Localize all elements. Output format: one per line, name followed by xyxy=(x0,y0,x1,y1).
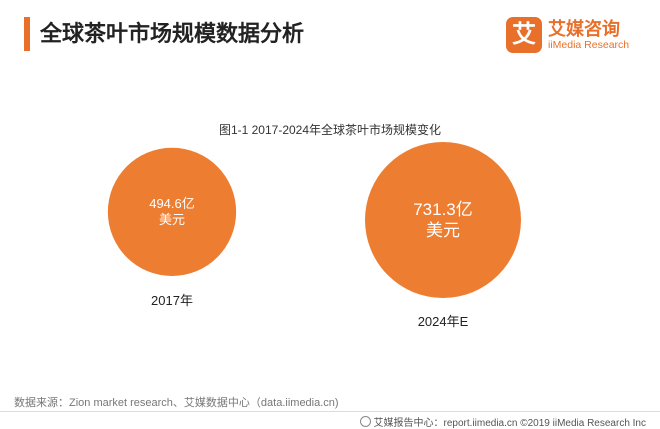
bubble-value-label: 494.6亿 xyxy=(149,196,195,211)
chart-title: 图1-1 2017-2024年全球茶叶市场规模变化 xyxy=(218,123,442,137)
logo-en-text: iiMedia Research xyxy=(548,39,630,51)
bubble-value-label: 美元 xyxy=(426,221,460,240)
bubble-1 xyxy=(365,142,521,298)
iimedia-logo: 艾 艾媒咨询 iiMedia Research xyxy=(506,14,646,58)
bubble-value-label: 731.3亿 xyxy=(413,200,473,219)
bubble-0 xyxy=(107,147,237,276)
category-label: 2024年E xyxy=(418,314,469,329)
footer-credit: 艾媒报告中心：report.iimedia.cn ©2019 iiMedia R… xyxy=(359,414,646,429)
report-center-icon xyxy=(359,416,371,427)
logo-cn-text: 艾媒咨询 xyxy=(548,19,620,39)
logo-mark-icon: 艾 xyxy=(506,17,542,53)
footer-text: 艾媒报告中心：report.iimedia.cn ©2019 iiMedia R… xyxy=(373,418,646,429)
title-accent-bar xyxy=(24,17,30,51)
data-source-note: 数据来源：Zion market research、艾媒数据中心（data.ii… xyxy=(14,397,339,409)
category-label: 2017年 xyxy=(151,293,193,308)
bubble-value-label: 美元 xyxy=(159,212,185,227)
footer-divider xyxy=(0,411,660,412)
page-title: 全球茶叶市场规模数据分析 xyxy=(40,21,305,46)
